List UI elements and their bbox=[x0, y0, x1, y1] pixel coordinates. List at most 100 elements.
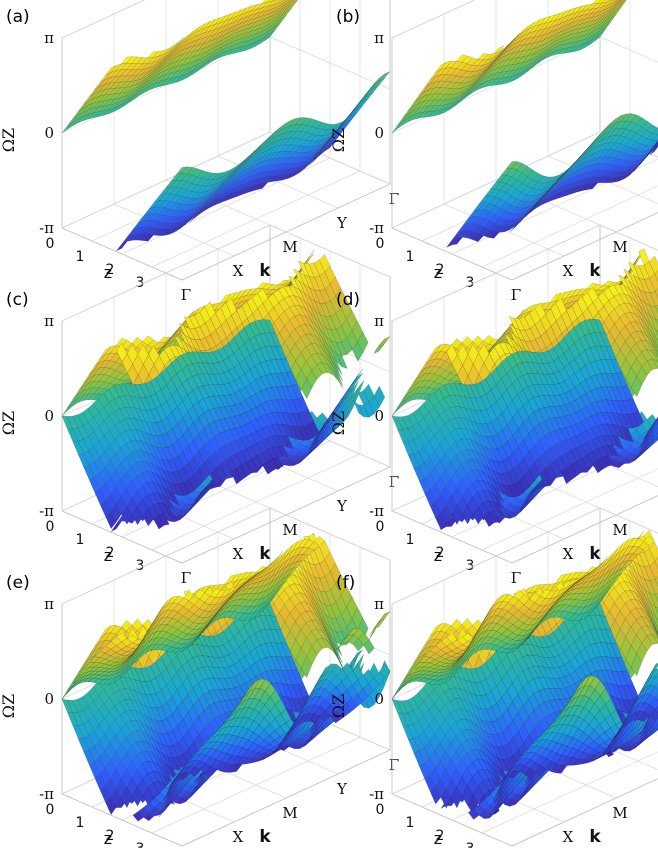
z-tick-label: 2 bbox=[106, 262, 115, 278]
surface bbox=[391, 529, 658, 820]
omega-tick-label: -π bbox=[369, 785, 384, 803]
panel-label: (a) bbox=[6, 7, 30, 27]
surface bbox=[391, 0, 658, 248]
z-tick-label: 0 bbox=[376, 519, 385, 535]
z-tick-label: 2 bbox=[436, 545, 445, 561]
panel-label: (b) bbox=[336, 7, 360, 27]
omega-axis-label: ΩZ bbox=[329, 694, 348, 718]
z-tick-label: 3 bbox=[466, 841, 475, 848]
k-tick-label: M bbox=[612, 804, 627, 822]
surface bbox=[61, 532, 391, 822]
omega-axis-label: ΩZ bbox=[0, 128, 18, 152]
k-tick-label: Γ bbox=[511, 569, 521, 587]
k-tick-label: Γ bbox=[181, 286, 191, 304]
k-tick-label: M bbox=[612, 238, 627, 256]
omega-tick-label: -π bbox=[39, 785, 54, 803]
omega-tick-label: -π bbox=[39, 219, 54, 237]
panel-label: (f) bbox=[336, 573, 355, 593]
z-tick-label: 0 bbox=[46, 519, 55, 535]
omega-tick-label: 0 bbox=[44, 690, 54, 708]
z-axis-label: z bbox=[434, 263, 442, 282]
k-tick-label: Γ bbox=[511, 286, 521, 304]
omega-tick-label: π bbox=[44, 312, 54, 330]
z-tick-label: 0 bbox=[46, 236, 55, 252]
k-axis-label: k bbox=[259, 827, 271, 847]
axis-box bbox=[61, 0, 391, 281]
z-axis-label: z bbox=[434, 829, 442, 848]
k-tick-label: X bbox=[233, 545, 244, 563]
z-tick-label: 0 bbox=[46, 802, 55, 818]
panel-label: (d) bbox=[336, 290, 360, 310]
z-tick-label: 0 bbox=[376, 236, 385, 252]
omega-axis-label: ΩZ bbox=[0, 411, 18, 435]
panel-label: (c) bbox=[6, 290, 29, 310]
k-axis-label: k bbox=[589, 544, 601, 564]
z-axis-label: z bbox=[104, 829, 112, 848]
k-tick-label: Γ bbox=[181, 569, 191, 587]
omega-tick-label: π bbox=[374, 29, 384, 47]
omega-tick-label: -π bbox=[39, 502, 54, 520]
k-tick-label: X bbox=[563, 828, 574, 846]
z-tick-label: 3 bbox=[466, 275, 475, 291]
k-tick-label: X bbox=[233, 828, 244, 846]
k-tick-label: Y bbox=[336, 780, 348, 798]
z-tick-label: 2 bbox=[436, 828, 445, 844]
z-tick-label: 3 bbox=[136, 841, 145, 848]
k-tick-label: M bbox=[282, 521, 297, 539]
k-tick-label: M bbox=[612, 521, 627, 539]
omega-tick-label: 0 bbox=[374, 124, 384, 142]
omega-tick-label: 0 bbox=[374, 407, 384, 425]
z-tick-label: 2 bbox=[106, 828, 115, 844]
k-tick-label: X bbox=[563, 545, 574, 563]
omega-tick-label: π bbox=[44, 595, 54, 613]
omega-axis-label: ΩZ bbox=[329, 128, 348, 152]
panel-label: (e) bbox=[6, 573, 30, 593]
k-tick-label: Γ bbox=[389, 756, 399, 774]
surface bbox=[61, 250, 391, 532]
surface bbox=[61, 0, 391, 251]
k-tick-label: X bbox=[563, 262, 574, 280]
z-tick-label: 0 bbox=[376, 802, 385, 818]
z-axis-label: z bbox=[434, 546, 442, 565]
k-axis-label: k bbox=[589, 827, 601, 847]
omega-axis-label: ΩZ bbox=[329, 411, 348, 435]
k-tick-label: Γ bbox=[389, 190, 399, 208]
omega-tick-label: π bbox=[374, 595, 384, 613]
k-tick-label: M bbox=[282, 238, 297, 256]
k-tick-label: Γ bbox=[389, 473, 399, 491]
z-tick-label: 2 bbox=[106, 545, 115, 561]
z-axis-label: z bbox=[104, 263, 112, 282]
z-tick-label: 1 bbox=[406, 249, 415, 265]
z-tick-label: 2 bbox=[436, 262, 445, 278]
surface bbox=[391, 248, 658, 531]
z-tick-label: 3 bbox=[136, 558, 145, 574]
k-tick-label: Y bbox=[336, 497, 348, 515]
k-axis-label: k bbox=[259, 544, 271, 564]
z-tick-label: 1 bbox=[76, 815, 85, 831]
z-tick-label: 1 bbox=[406, 532, 415, 548]
k-axis-label: k bbox=[589, 261, 601, 281]
omega-tick-label: π bbox=[44, 29, 54, 47]
k-axis-label: k bbox=[259, 261, 271, 281]
omega-tick-label: 0 bbox=[44, 407, 54, 425]
omega-tick-label: π bbox=[374, 312, 384, 330]
k-tick-label: Y bbox=[336, 214, 348, 232]
omega-tick-label: 0 bbox=[44, 124, 54, 142]
k-tick-label: M bbox=[282, 804, 297, 822]
z-tick-label: 1 bbox=[76, 532, 85, 548]
z-tick-label: 3 bbox=[136, 275, 145, 291]
z-axis-label: z bbox=[104, 546, 112, 565]
omega-tick-label: -π bbox=[369, 219, 384, 237]
z-tick-label: 1 bbox=[76, 249, 85, 265]
omega-axis-label: ΩZ bbox=[0, 694, 18, 718]
omega-tick-label: 0 bbox=[374, 690, 384, 708]
z-tick-label: 3 bbox=[466, 558, 475, 574]
z-tick-label: 1 bbox=[406, 815, 415, 831]
